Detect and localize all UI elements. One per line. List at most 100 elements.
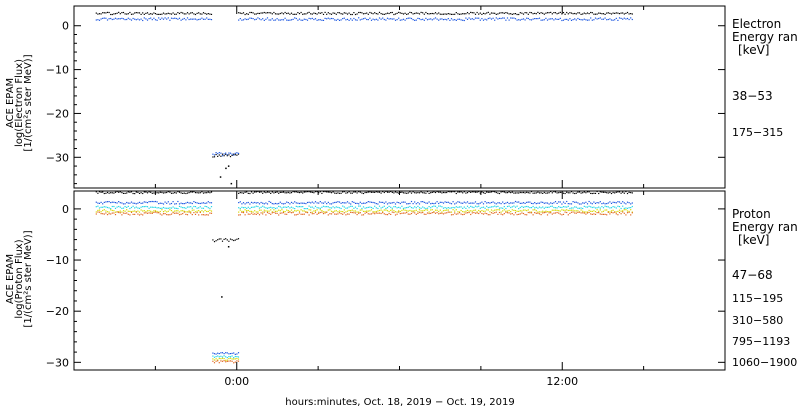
data-point — [178, 214, 181, 216]
data-point — [430, 207, 432, 209]
data-point — [615, 207, 617, 209]
data-point — [414, 12, 416, 15]
data-point — [132, 205, 134, 207]
data-point — [486, 191, 488, 193]
data-point — [505, 192, 507, 194]
data-point — [273, 203, 275, 205]
data-point — [327, 17, 329, 19]
data-point — [415, 203, 417, 205]
data-point — [308, 11, 310, 13]
data-point — [551, 209, 553, 211]
data-point — [433, 191, 435, 193]
data-point — [334, 210, 336, 212]
data-point — [186, 17, 189, 19]
data-point — [252, 202, 254, 204]
data-point — [406, 18, 408, 20]
data-point — [118, 211, 120, 214]
data-point — [490, 209, 493, 211]
data-point — [415, 209, 417, 211]
data-point — [143, 206, 145, 208]
data-point — [482, 12, 485, 14]
data-point — [322, 13, 325, 15]
data-point — [186, 201, 189, 203]
data-point — [142, 19, 144, 22]
data-point — [162, 18, 165, 20]
data-point — [247, 206, 249, 208]
data-point — [609, 201, 611, 203]
data-point — [460, 213, 462, 215]
data-point — [502, 12, 504, 14]
data-point — [342, 213, 344, 215]
data-point — [377, 203, 379, 205]
data-point — [126, 206, 128, 208]
data-point — [388, 210, 390, 213]
data-point — [414, 201, 416, 203]
data-point — [98, 202, 101, 204]
data-point — [537, 211, 539, 213]
data-point — [338, 192, 341, 194]
data-point — [481, 210, 483, 212]
data-point — [130, 211, 133, 213]
data-point — [278, 19, 280, 21]
data-point — [311, 206, 313, 208]
data-point — [231, 358, 233, 360]
data-point — [294, 13, 296, 15]
data-point — [425, 192, 427, 194]
data-point — [382, 206, 384, 208]
data-point — [628, 18, 630, 21]
data-point — [529, 19, 531, 21]
data-point — [463, 213, 465, 215]
data-point — [366, 211, 368, 213]
data-point — [383, 205, 385, 207]
data-point — [394, 19, 397, 21]
data-point — [628, 207, 630, 209]
data-point — [516, 210, 518, 212]
legend-entry-proton-795-1193: 795−1193 — [732, 335, 790, 348]
data-point — [567, 13, 569, 15]
data-point — [622, 205, 624, 207]
data-point — [351, 209, 353, 211]
data-point — [180, 202, 182, 204]
data-point — [454, 13, 456, 15]
data-point — [258, 18, 261, 20]
data-point — [346, 13, 349, 15]
data-point — [406, 203, 408, 205]
data-point — [401, 212, 403, 214]
data-point — [516, 214, 518, 216]
data-point — [570, 211, 573, 213]
data-point — [111, 205, 113, 208]
proton-legend-subtitle: Energy ran — [732, 220, 798, 234]
data-point — [430, 13, 432, 15]
data-point — [95, 191, 97, 193]
data-point — [185, 211, 187, 213]
data-point — [604, 191, 606, 193]
data-point — [556, 209, 558, 211]
data-point — [377, 19, 379, 21]
proton-data-points — [95, 190, 633, 364]
data-point — [415, 19, 417, 21]
data-point — [591, 203, 593, 205]
data-point — [422, 210, 424, 212]
data-point — [623, 212, 625, 214]
data-point — [441, 192, 443, 194]
data-point — [399, 12, 401, 14]
data-point — [442, 13, 445, 15]
data-point — [150, 13, 152, 15]
data-point — [268, 191, 270, 193]
data-point — [212, 352, 214, 354]
data-point — [514, 13, 517, 15]
data-point — [431, 206, 433, 208]
data-point — [237, 356, 240, 358]
data-point — [298, 210, 301, 212]
data-point — [108, 211, 110, 213]
data-point — [425, 209, 427, 211]
data-point — [273, 207, 275, 209]
data-point — [148, 18, 150, 20]
data-point — [241, 192, 243, 194]
data-point — [409, 191, 411, 193]
data-point — [332, 202, 334, 204]
data-point — [292, 18, 294, 20]
data-point — [417, 192, 419, 194]
data-point — [566, 206, 568, 208]
